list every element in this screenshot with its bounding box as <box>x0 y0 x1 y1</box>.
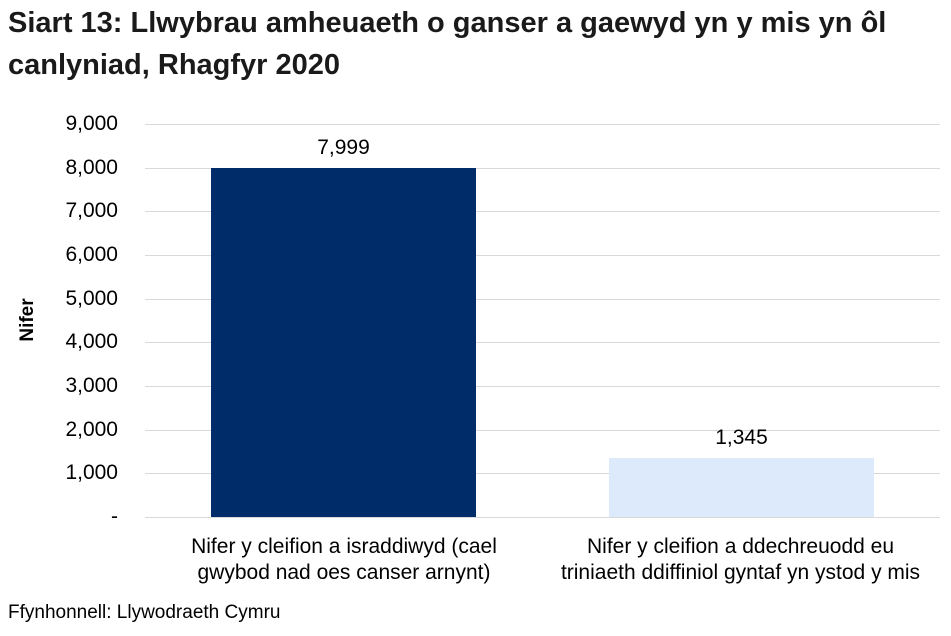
y-tick-9000: 9,000 <box>65 112 118 135</box>
y-tick-6000: 6,000 <box>65 243 118 266</box>
gridline <box>145 299 940 300</box>
bar-downgraded <box>211 168 476 517</box>
y-tick-0: - <box>111 505 118 528</box>
y-tick-2000: 2,000 <box>65 418 118 441</box>
gridline <box>145 211 940 212</box>
gridline <box>145 386 940 387</box>
y-tick-1000: 1,000 <box>65 461 118 484</box>
gridline <box>145 168 940 169</box>
gridline <box>145 430 940 431</box>
x-category-downgraded: Nifer y cleifion a israddiwyd (cael gwyb… <box>150 534 538 586</box>
chart-title: Siart 13: Llwybrau amheuaeth o ganser a … <box>8 7 887 81</box>
data-label-downgraded: 7,999 <box>317 136 370 159</box>
gridline <box>145 342 940 343</box>
y-tick-8000: 8,000 <box>65 156 118 179</box>
y-tick-3000: 3,000 <box>65 374 118 397</box>
source-note: Ffynhonnell: Llywodraeth Cymru <box>8 602 281 623</box>
x-category-line: Nifer y cleifion a israddiwyd (cael <box>191 535 497 558</box>
x-category-line: triniaeth ddiffiniol gyntaf yn ystod y m… <box>560 561 921 584</box>
gridline <box>145 473 940 474</box>
y-tick-4000: 4,000 <box>65 330 118 353</box>
x-category-treatment-started: Nifer y cleifion a ddechreuodd eu trinia… <box>530 534 951 586</box>
bar-treatment-started <box>609 458 874 517</box>
x-axis-line <box>145 517 940 518</box>
y-tick-5000: 5,000 <box>65 287 118 310</box>
data-label-treatment-started: 1,345 <box>715 426 768 449</box>
y-tick-7000: 7,000 <box>65 199 118 222</box>
gridline <box>145 124 940 125</box>
x-category-line: Nifer y cleifion a ddechreuodd eu <box>586 535 895 558</box>
x-category-line: gwybod nad oes canser arnynt) <box>197 561 491 584</box>
gridline <box>145 255 940 256</box>
